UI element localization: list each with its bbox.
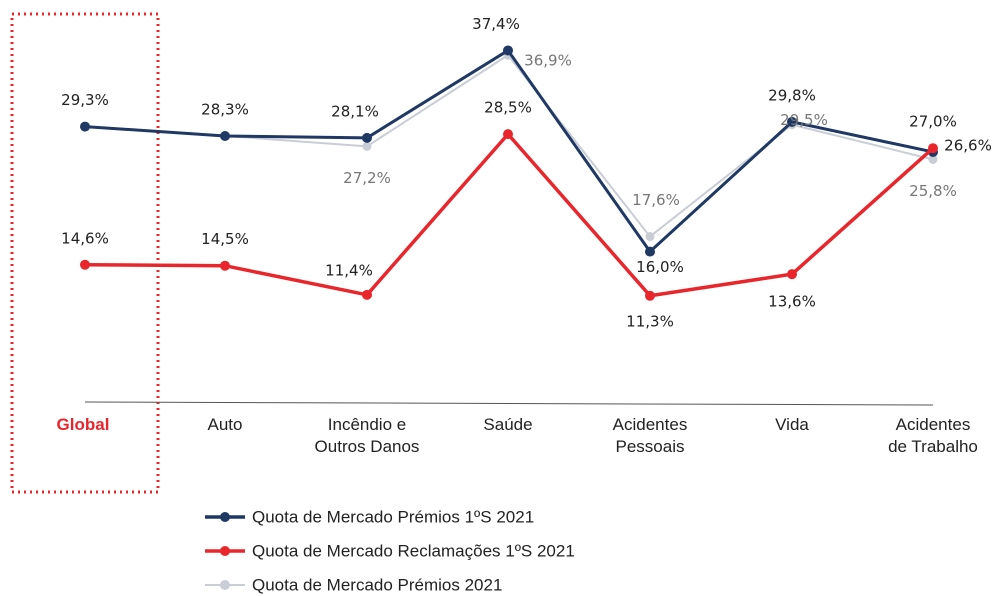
data-point <box>787 269 797 280</box>
series-line <box>84 132 935 298</box>
data-point <box>928 143 938 154</box>
x-tick-label: Auto <box>207 415 243 434</box>
data-point <box>645 232 655 242</box>
series-line <box>84 54 934 238</box>
data-label: 26,6% <box>944 136 992 154</box>
x-axis <box>84 401 934 406</box>
data-label: 28,3% <box>201 100 249 118</box>
x-tick-label: Acidentes Pessoais <box>612 415 688 456</box>
data-point <box>80 121 90 132</box>
data-point <box>220 130 230 141</box>
highlight-box <box>10 12 160 494</box>
x-tick-label: Vida <box>775 415 809 434</box>
data-label: 16,0% <box>636 258 684 276</box>
data-point <box>787 116 797 127</box>
legend-label: Quota de Mercado Prémios 1ºS 2021 <box>252 507 534 526</box>
data-point <box>362 141 372 151</box>
data-label: 28,5% <box>484 99 532 117</box>
data-point <box>645 246 655 257</box>
data-label: 25,8% <box>909 182 957 200</box>
data-label: 37,4% <box>472 15 520 33</box>
data-label: 11,3% <box>626 312 674 330</box>
legend-label: Quota de Mercado Prémios 2021 <box>252 575 502 594</box>
data-label: 29,5% <box>780 111 828 129</box>
legend-marker <box>220 580 230 590</box>
data-label: 28,1% <box>331 102 379 120</box>
data-label: 14,5% <box>201 230 249 248</box>
data-label: 27,2% <box>343 169 391 187</box>
data-label: 11,4% <box>325 261 373 279</box>
x-tick-label: Incêndio e Outros Danos <box>314 415 420 456</box>
legend-marker <box>220 512 230 522</box>
data-label: 13,6% <box>768 293 816 311</box>
data-label: 36,9% <box>524 52 572 70</box>
x-tick-label: Saúde <box>483 415 533 434</box>
x-tick-label: Global <box>56 415 110 434</box>
data-point <box>80 259 90 270</box>
data-point <box>503 129 513 140</box>
data-label: 29,3% <box>61 91 109 109</box>
data-label: 14,6% <box>61 229 109 247</box>
data-point <box>220 260 230 271</box>
data-point <box>362 289 372 300</box>
legend-marker <box>220 546 230 556</box>
data-point <box>362 132 372 143</box>
data-point <box>928 154 938 164</box>
data-label: 27,0% <box>909 113 957 131</box>
data-label: 17,6% <box>632 191 680 209</box>
legend-label: Quota de Mercado Reclamações 1ºS 2021 <box>252 541 575 560</box>
series-line <box>84 48 934 254</box>
data-point <box>645 290 655 301</box>
data-point <box>503 45 513 56</box>
data-label: 29,8% <box>768 86 816 104</box>
x-tick-label: Acidentes de Trabalho <box>888 415 978 456</box>
